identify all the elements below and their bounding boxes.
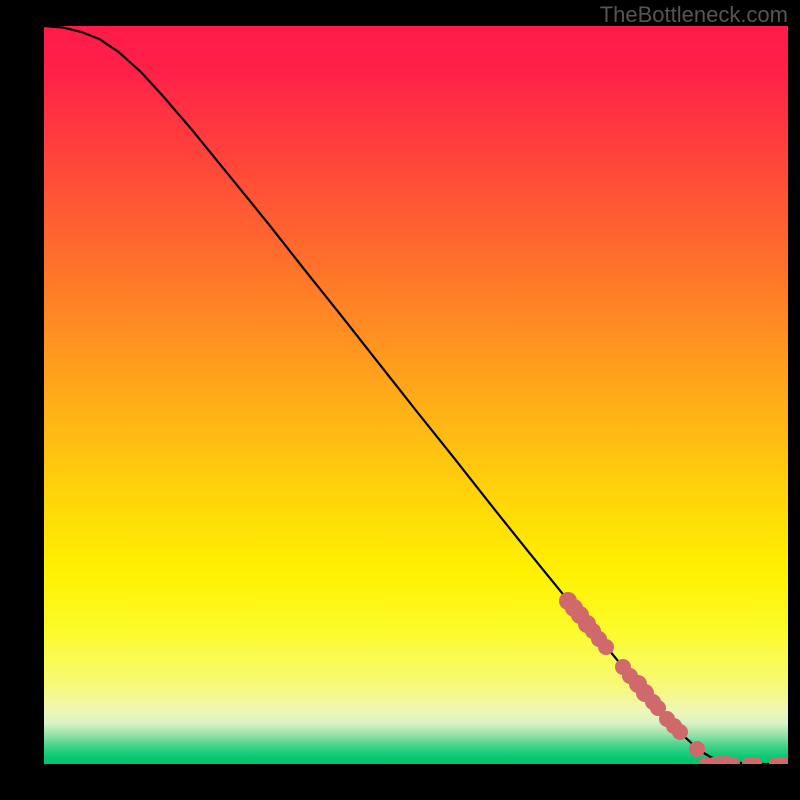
data-marker <box>726 757 740 764</box>
chart-stage: TheBottleneck.com <box>0 0 800 800</box>
data-marker <box>748 757 762 764</box>
curve-line <box>44 26 788 764</box>
data-marker <box>689 741 705 757</box>
watermark-text: TheBottleneck.com <box>600 2 788 28</box>
plot-area <box>44 26 788 764</box>
data-marker <box>598 639 614 655</box>
data-marker <box>672 724 688 740</box>
data-marker <box>777 757 788 764</box>
